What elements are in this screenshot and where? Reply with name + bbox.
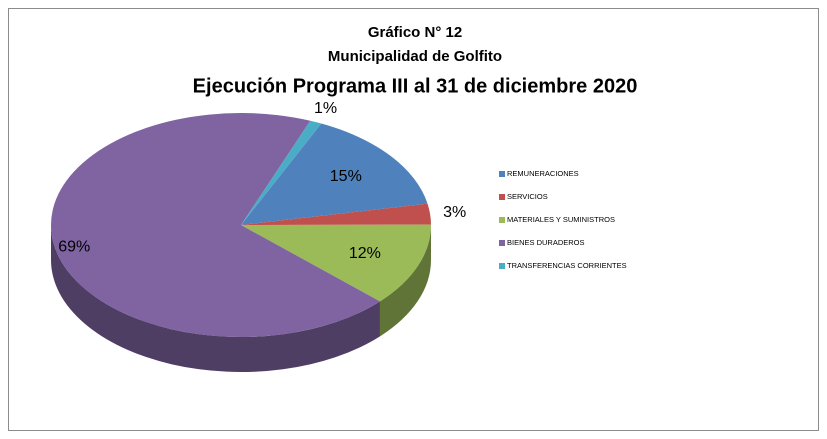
pie-slice: [241, 224, 431, 302]
pie-slice: [241, 203, 431, 225]
pie-slice: [241, 120, 322, 225]
pie-slice-side: [379, 225, 431, 337]
data-label: 3%: [443, 204, 466, 221]
data-label: 1%: [314, 100, 337, 117]
data-label: 15%: [330, 168, 362, 185]
pie-slice-side: [51, 225, 380, 373]
legend-label: MATERIALES Y SUMINISTROS: [507, 215, 615, 224]
chart-title-line: Gráfico N° 12: [368, 24, 462, 41]
legend-label: SERVICIOS: [507, 192, 548, 201]
legend-label: REMUNERACIONES: [507, 169, 579, 178]
chart-title-line: Municipalidad de Golfito: [328, 48, 502, 65]
pie-slice: [241, 123, 428, 225]
legend-swatch: [499, 263, 505, 269]
pie-slice: [51, 113, 380, 337]
legend-swatch: [499, 194, 505, 200]
legend-label: TRANSFERENCIAS CORRIENTES: [507, 261, 627, 270]
legend-swatch: [499, 217, 505, 223]
chart-title: Ejecución Programa III al 31 de diciembr…: [193, 75, 638, 97]
data-label: 12%: [349, 245, 381, 262]
legend-label: BIENES DURADEROS: [507, 238, 585, 247]
legend-swatch: [499, 171, 505, 177]
data-label: 69%: [58, 239, 90, 256]
legend-swatch: [499, 240, 505, 246]
